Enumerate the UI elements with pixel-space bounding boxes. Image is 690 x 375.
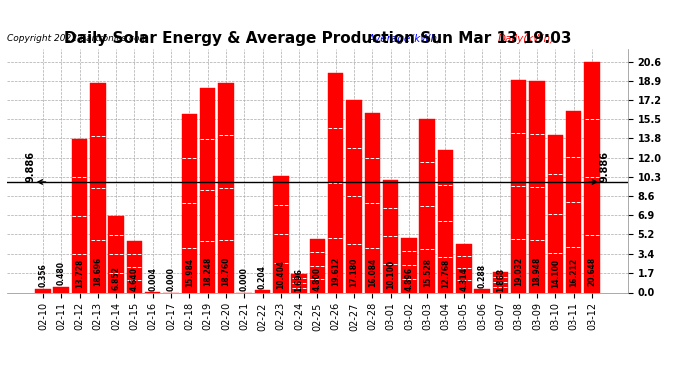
Text: 18.948: 18.948 bbox=[533, 257, 542, 286]
Bar bbox=[328, 73, 344, 292]
Bar bbox=[493, 272, 508, 292]
Bar bbox=[584, 62, 600, 292]
Text: 18.248: 18.248 bbox=[203, 257, 212, 286]
Text: 16.212: 16.212 bbox=[569, 258, 578, 287]
Bar bbox=[108, 216, 124, 292]
Text: Daily(kWh): Daily(kWh) bbox=[497, 34, 555, 44]
Text: 10.100: 10.100 bbox=[386, 260, 395, 289]
Bar bbox=[255, 290, 270, 292]
Text: 16.084: 16.084 bbox=[368, 258, 377, 287]
Bar bbox=[437, 150, 453, 292]
Bar bbox=[310, 239, 325, 292]
Bar bbox=[35, 288, 50, 292]
Text: 4.314: 4.314 bbox=[460, 267, 469, 291]
Text: 1.868: 1.868 bbox=[496, 268, 505, 292]
Text: 0.204: 0.204 bbox=[258, 265, 267, 288]
Text: 10.404: 10.404 bbox=[276, 260, 285, 289]
Text: 9.886: 9.886 bbox=[25, 151, 35, 182]
Bar bbox=[566, 111, 582, 292]
Text: 12.768: 12.768 bbox=[441, 259, 450, 288]
Text: Copyright 2022 Cartronics.com: Copyright 2022 Cartronics.com bbox=[7, 34, 148, 43]
Text: 18.760: 18.760 bbox=[221, 257, 230, 286]
Text: 6.852: 6.852 bbox=[112, 266, 121, 290]
Bar bbox=[420, 119, 435, 292]
Bar bbox=[200, 88, 215, 292]
Bar bbox=[53, 287, 69, 292]
Text: 0.356: 0.356 bbox=[39, 263, 48, 287]
Text: 4.896: 4.896 bbox=[404, 267, 413, 291]
Text: 17.180: 17.180 bbox=[350, 257, 359, 287]
Text: 14.100: 14.100 bbox=[551, 259, 560, 288]
Text: 0.288: 0.288 bbox=[477, 264, 486, 288]
Text: 19.612: 19.612 bbox=[331, 257, 340, 286]
Bar bbox=[273, 176, 288, 292]
Text: 0.000: 0.000 bbox=[166, 267, 175, 291]
Text: Average(kWh): Average(kWh) bbox=[367, 34, 441, 44]
Text: 4.800: 4.800 bbox=[313, 267, 322, 291]
Bar bbox=[291, 273, 307, 292]
Bar bbox=[346, 100, 362, 292]
Bar bbox=[72, 139, 87, 292]
Text: 13.728: 13.728 bbox=[75, 258, 84, 288]
Bar bbox=[364, 112, 380, 292]
Text: 9.886: 9.886 bbox=[600, 151, 610, 182]
Text: 0.000: 0.000 bbox=[239, 267, 248, 291]
Title: Daily Solar Energy & Average Production Sun Mar 13 19:03: Daily Solar Energy & Average Production … bbox=[63, 31, 571, 46]
Bar bbox=[127, 241, 142, 292]
Bar bbox=[511, 80, 526, 292]
Text: 4.640: 4.640 bbox=[130, 267, 139, 291]
Bar bbox=[181, 114, 197, 292]
Bar bbox=[90, 84, 106, 292]
Bar bbox=[474, 289, 490, 292]
Bar bbox=[529, 81, 545, 292]
Text: 15.528: 15.528 bbox=[423, 258, 432, 287]
Text: 1.696: 1.696 bbox=[295, 268, 304, 292]
Bar bbox=[401, 238, 417, 292]
Text: 18.696: 18.696 bbox=[93, 257, 102, 286]
Bar bbox=[548, 135, 563, 292]
Bar bbox=[383, 180, 398, 292]
Text: 19.032: 19.032 bbox=[514, 257, 523, 286]
Text: 0.480: 0.480 bbox=[57, 261, 66, 285]
Bar bbox=[456, 244, 471, 292]
Text: 20.648: 20.648 bbox=[587, 256, 596, 286]
Text: 0.004: 0.004 bbox=[148, 267, 157, 291]
Bar bbox=[218, 83, 234, 292]
Text: 15.984: 15.984 bbox=[185, 258, 194, 287]
